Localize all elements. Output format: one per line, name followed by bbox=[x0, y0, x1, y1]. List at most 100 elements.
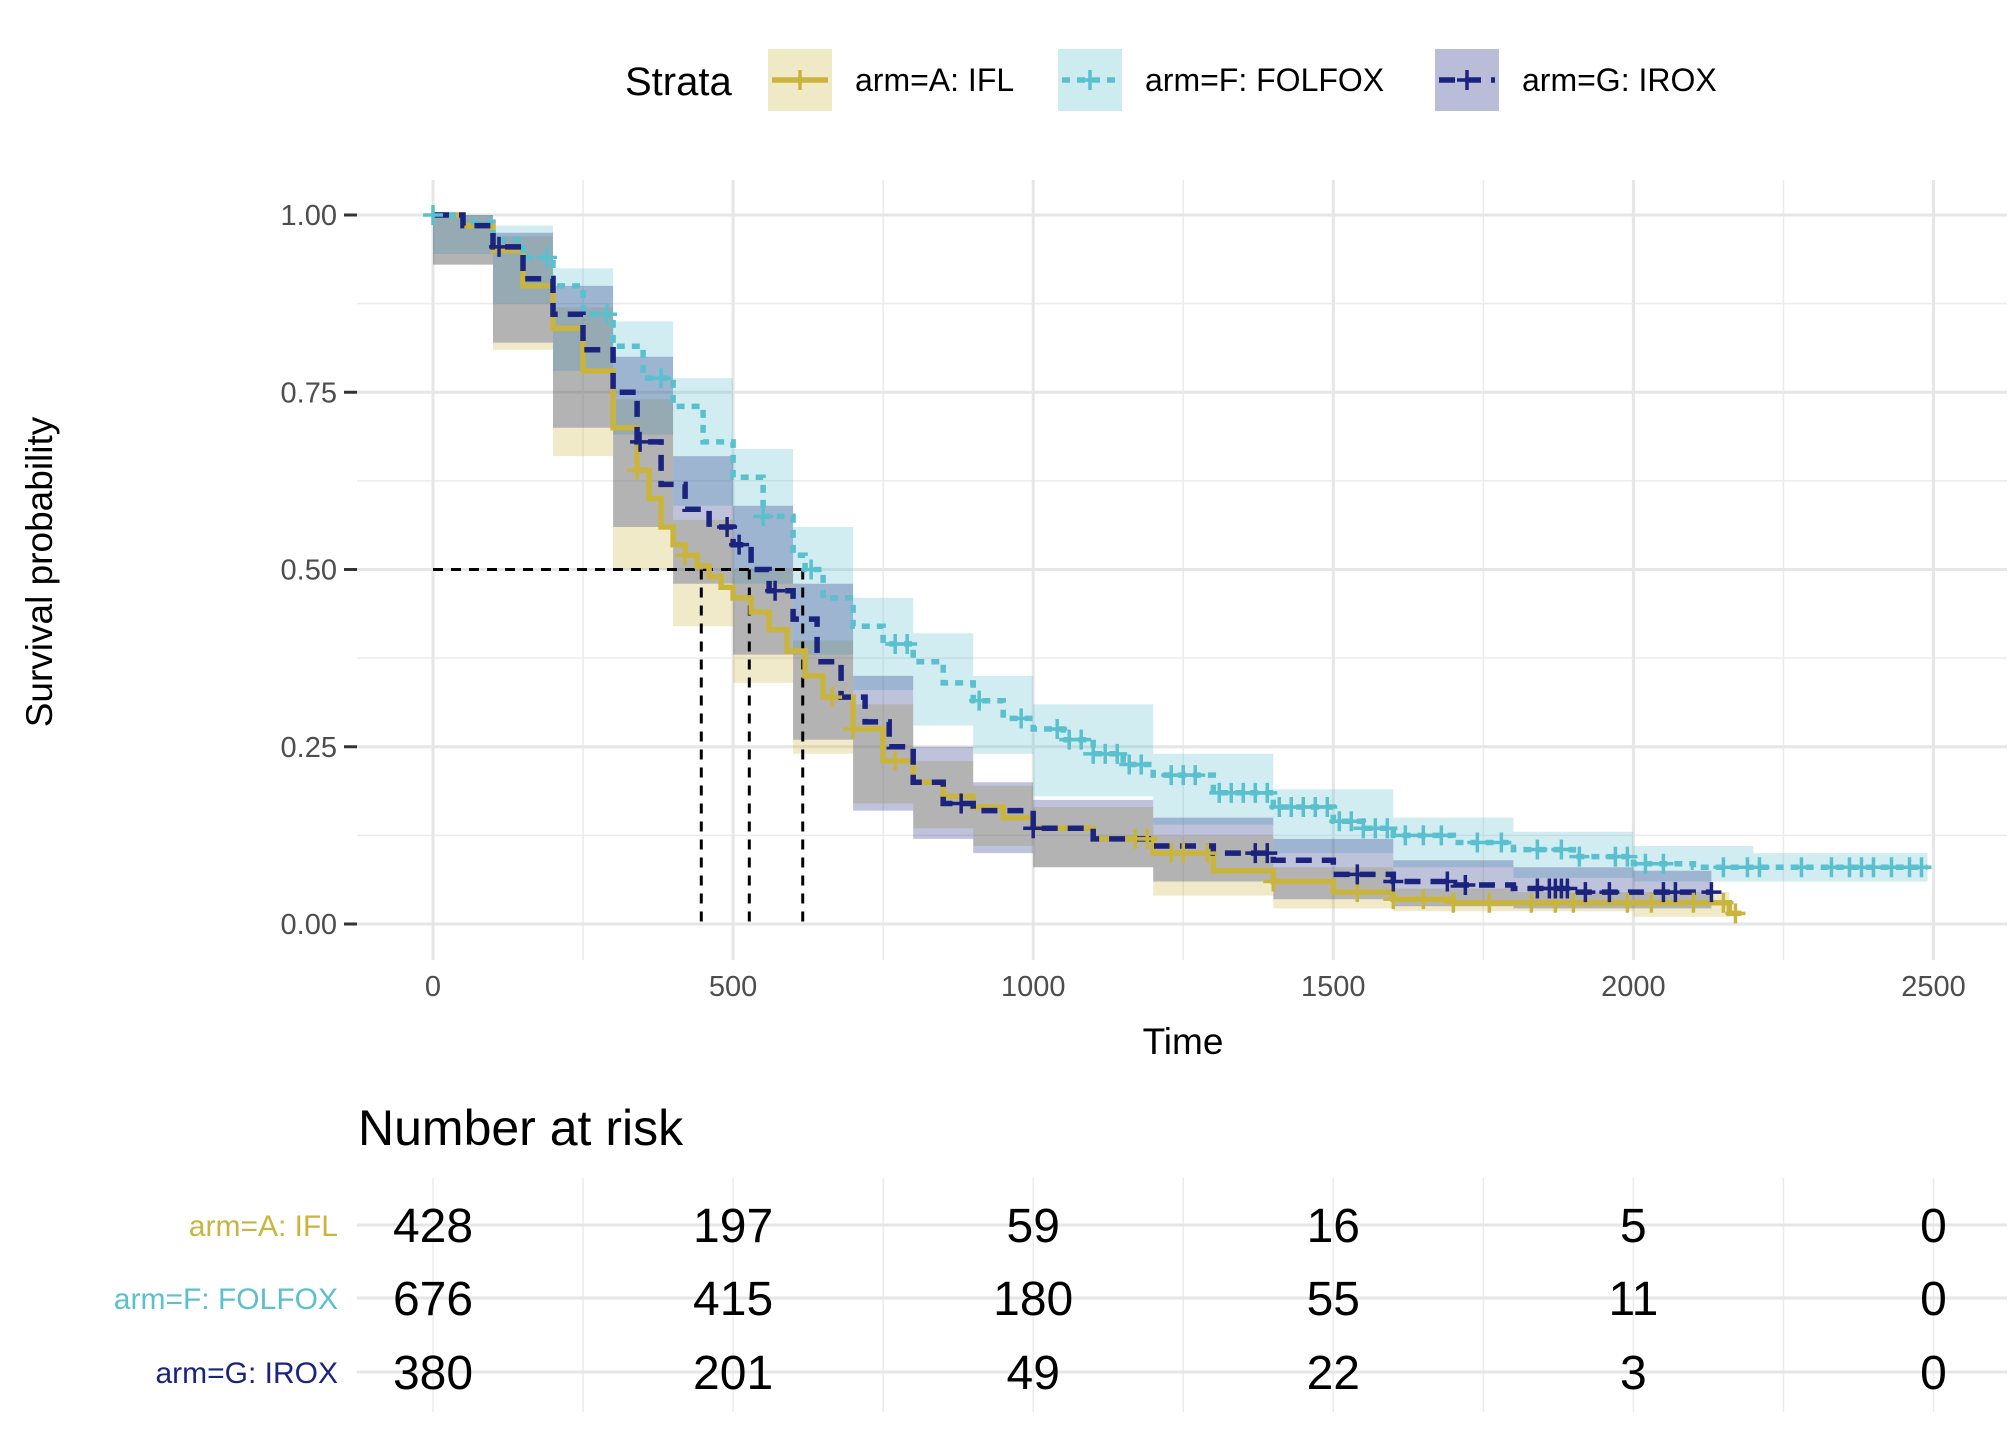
censor-mark bbox=[1701, 882, 1722, 903]
censor-mark bbox=[1467, 832, 1488, 853]
censor-mark bbox=[1617, 846, 1638, 867]
censor-mark bbox=[1821, 857, 1842, 878]
censor-mark bbox=[1185, 765, 1206, 786]
censor-mark bbox=[1665, 882, 1686, 903]
censor-mark bbox=[1137, 828, 1158, 849]
censor-mark bbox=[1341, 811, 1362, 832]
censor-mark bbox=[1047, 719, 1068, 740]
censor-mark bbox=[969, 690, 990, 711]
y-tick-label: 0.25 bbox=[281, 732, 337, 764]
risk-value: 0 bbox=[1920, 1273, 1947, 1326]
censor-mark bbox=[1431, 825, 1452, 846]
censor-mark bbox=[801, 559, 822, 580]
censor-mark bbox=[1749, 857, 1770, 878]
censor-mark bbox=[1635, 853, 1656, 874]
x-tick-label: 1000 bbox=[1001, 971, 1066, 1003]
median-lines bbox=[433, 568, 805, 924]
censor-mark bbox=[1257, 782, 1278, 803]
censor-mark bbox=[1563, 892, 1584, 913]
censor-mark bbox=[489, 236, 510, 257]
risk-value: 5 bbox=[1620, 1200, 1647, 1253]
y-tick-label: 0.00 bbox=[281, 909, 337, 941]
risk-value: 11 bbox=[1608, 1273, 1658, 1326]
survival-curve bbox=[433, 212, 1742, 917]
censor-mark bbox=[822, 687, 843, 708]
censor-mark bbox=[1863, 857, 1884, 878]
survival-curve bbox=[433, 212, 1712, 895]
legend-key-censor bbox=[1457, 70, 1477, 90]
censor-mark bbox=[1443, 892, 1464, 913]
risk-value: 415 bbox=[693, 1273, 773, 1326]
risk-value: 676 bbox=[393, 1273, 473, 1326]
censor-mark bbox=[1527, 839, 1548, 860]
confidence-band bbox=[433, 215, 1928, 882]
x-tick-label: 2000 bbox=[1601, 971, 1666, 1003]
risk-value: 3 bbox=[1620, 1347, 1647, 1400]
risk-value: 428 bbox=[393, 1200, 473, 1253]
censor-mark bbox=[1479, 892, 1500, 913]
censor-mark bbox=[765, 580, 786, 601]
risk-value: 0 bbox=[1920, 1200, 1947, 1253]
censor-mark bbox=[1347, 882, 1368, 903]
censor-mark bbox=[1599, 882, 1620, 903]
x-tick-label: 1500 bbox=[1301, 971, 1366, 1003]
censor-mark bbox=[1725, 903, 1746, 924]
x-axis-title: Time bbox=[1143, 1021, 1224, 1062]
censor-mark bbox=[1413, 825, 1434, 846]
censor-mark bbox=[1575, 882, 1596, 903]
censor-mark bbox=[1317, 797, 1338, 818]
censor-mark bbox=[1395, 825, 1416, 846]
censor-mark bbox=[1131, 754, 1152, 775]
survival-curve bbox=[433, 212, 1928, 871]
legend-label: arm=F: FOLFOX bbox=[1145, 62, 1384, 98]
legend-label: arm=A: IFL bbox=[855, 62, 1014, 98]
censor-mark bbox=[537, 247, 558, 268]
censor-mark bbox=[1011, 708, 1032, 729]
confidence-band bbox=[433, 215, 1712, 909]
censor-mark bbox=[1263, 871, 1284, 892]
censor-mark bbox=[1023, 818, 1044, 839]
risk-value: 49 bbox=[1007, 1347, 1060, 1400]
censor-mark bbox=[597, 304, 618, 325]
censor-mark bbox=[1653, 853, 1674, 874]
censor-mark bbox=[1413, 889, 1434, 910]
censor-mark bbox=[1683, 892, 1704, 913]
censor-mark bbox=[1197, 843, 1218, 864]
censor-mark bbox=[423, 205, 443, 225]
y-tick-label: 0.75 bbox=[281, 377, 337, 409]
censor-mark bbox=[843, 719, 864, 740]
censor-mark bbox=[1257, 843, 1278, 864]
legend-label: arm=G: IROX bbox=[1522, 62, 1717, 98]
censor-mark bbox=[1491, 832, 1512, 853]
censor-mark bbox=[1455, 875, 1476, 896]
legend-key-censor bbox=[790, 70, 810, 90]
risk-value: 380 bbox=[393, 1347, 473, 1400]
censor-mark bbox=[1551, 839, 1572, 860]
legend-key-censor bbox=[1080, 70, 1100, 90]
censor-mark bbox=[1791, 857, 1812, 878]
risk-table: Number at risk arm=A: IFL 428 197 59 16 5 0 arm… bbox=[114, 1100, 2007, 1412]
censor-mark bbox=[1383, 889, 1404, 910]
censor-mark bbox=[1557, 878, 1578, 899]
censor-mark bbox=[1437, 871, 1458, 892]
censor-mark bbox=[1173, 843, 1194, 864]
censor-marks bbox=[423, 205, 1932, 924]
y-tick-label: 1.00 bbox=[281, 200, 337, 232]
censor-mark bbox=[885, 750, 906, 771]
censor-mark bbox=[675, 545, 696, 566]
legend-title: Strata bbox=[625, 60, 732, 104]
censor-mark bbox=[630, 431, 651, 452]
censor-mark bbox=[1617, 892, 1638, 913]
risk-value: 16 bbox=[1307, 1200, 1360, 1253]
risk-value: 180 bbox=[993, 1273, 1073, 1326]
risk-value: 0 bbox=[1920, 1347, 1947, 1400]
x-tick-label: 0 bbox=[425, 971, 441, 1003]
confidence-band bbox=[433, 215, 1730, 917]
y-tick-label: 0.50 bbox=[281, 555, 337, 587]
confidence-bands bbox=[433, 215, 1928, 917]
risk-row-label: arm=A: IFL bbox=[189, 1210, 338, 1243]
x-tick-label: 500 bbox=[709, 971, 757, 1003]
censor-mark bbox=[1713, 892, 1734, 913]
survival-curves bbox=[433, 212, 1928, 917]
